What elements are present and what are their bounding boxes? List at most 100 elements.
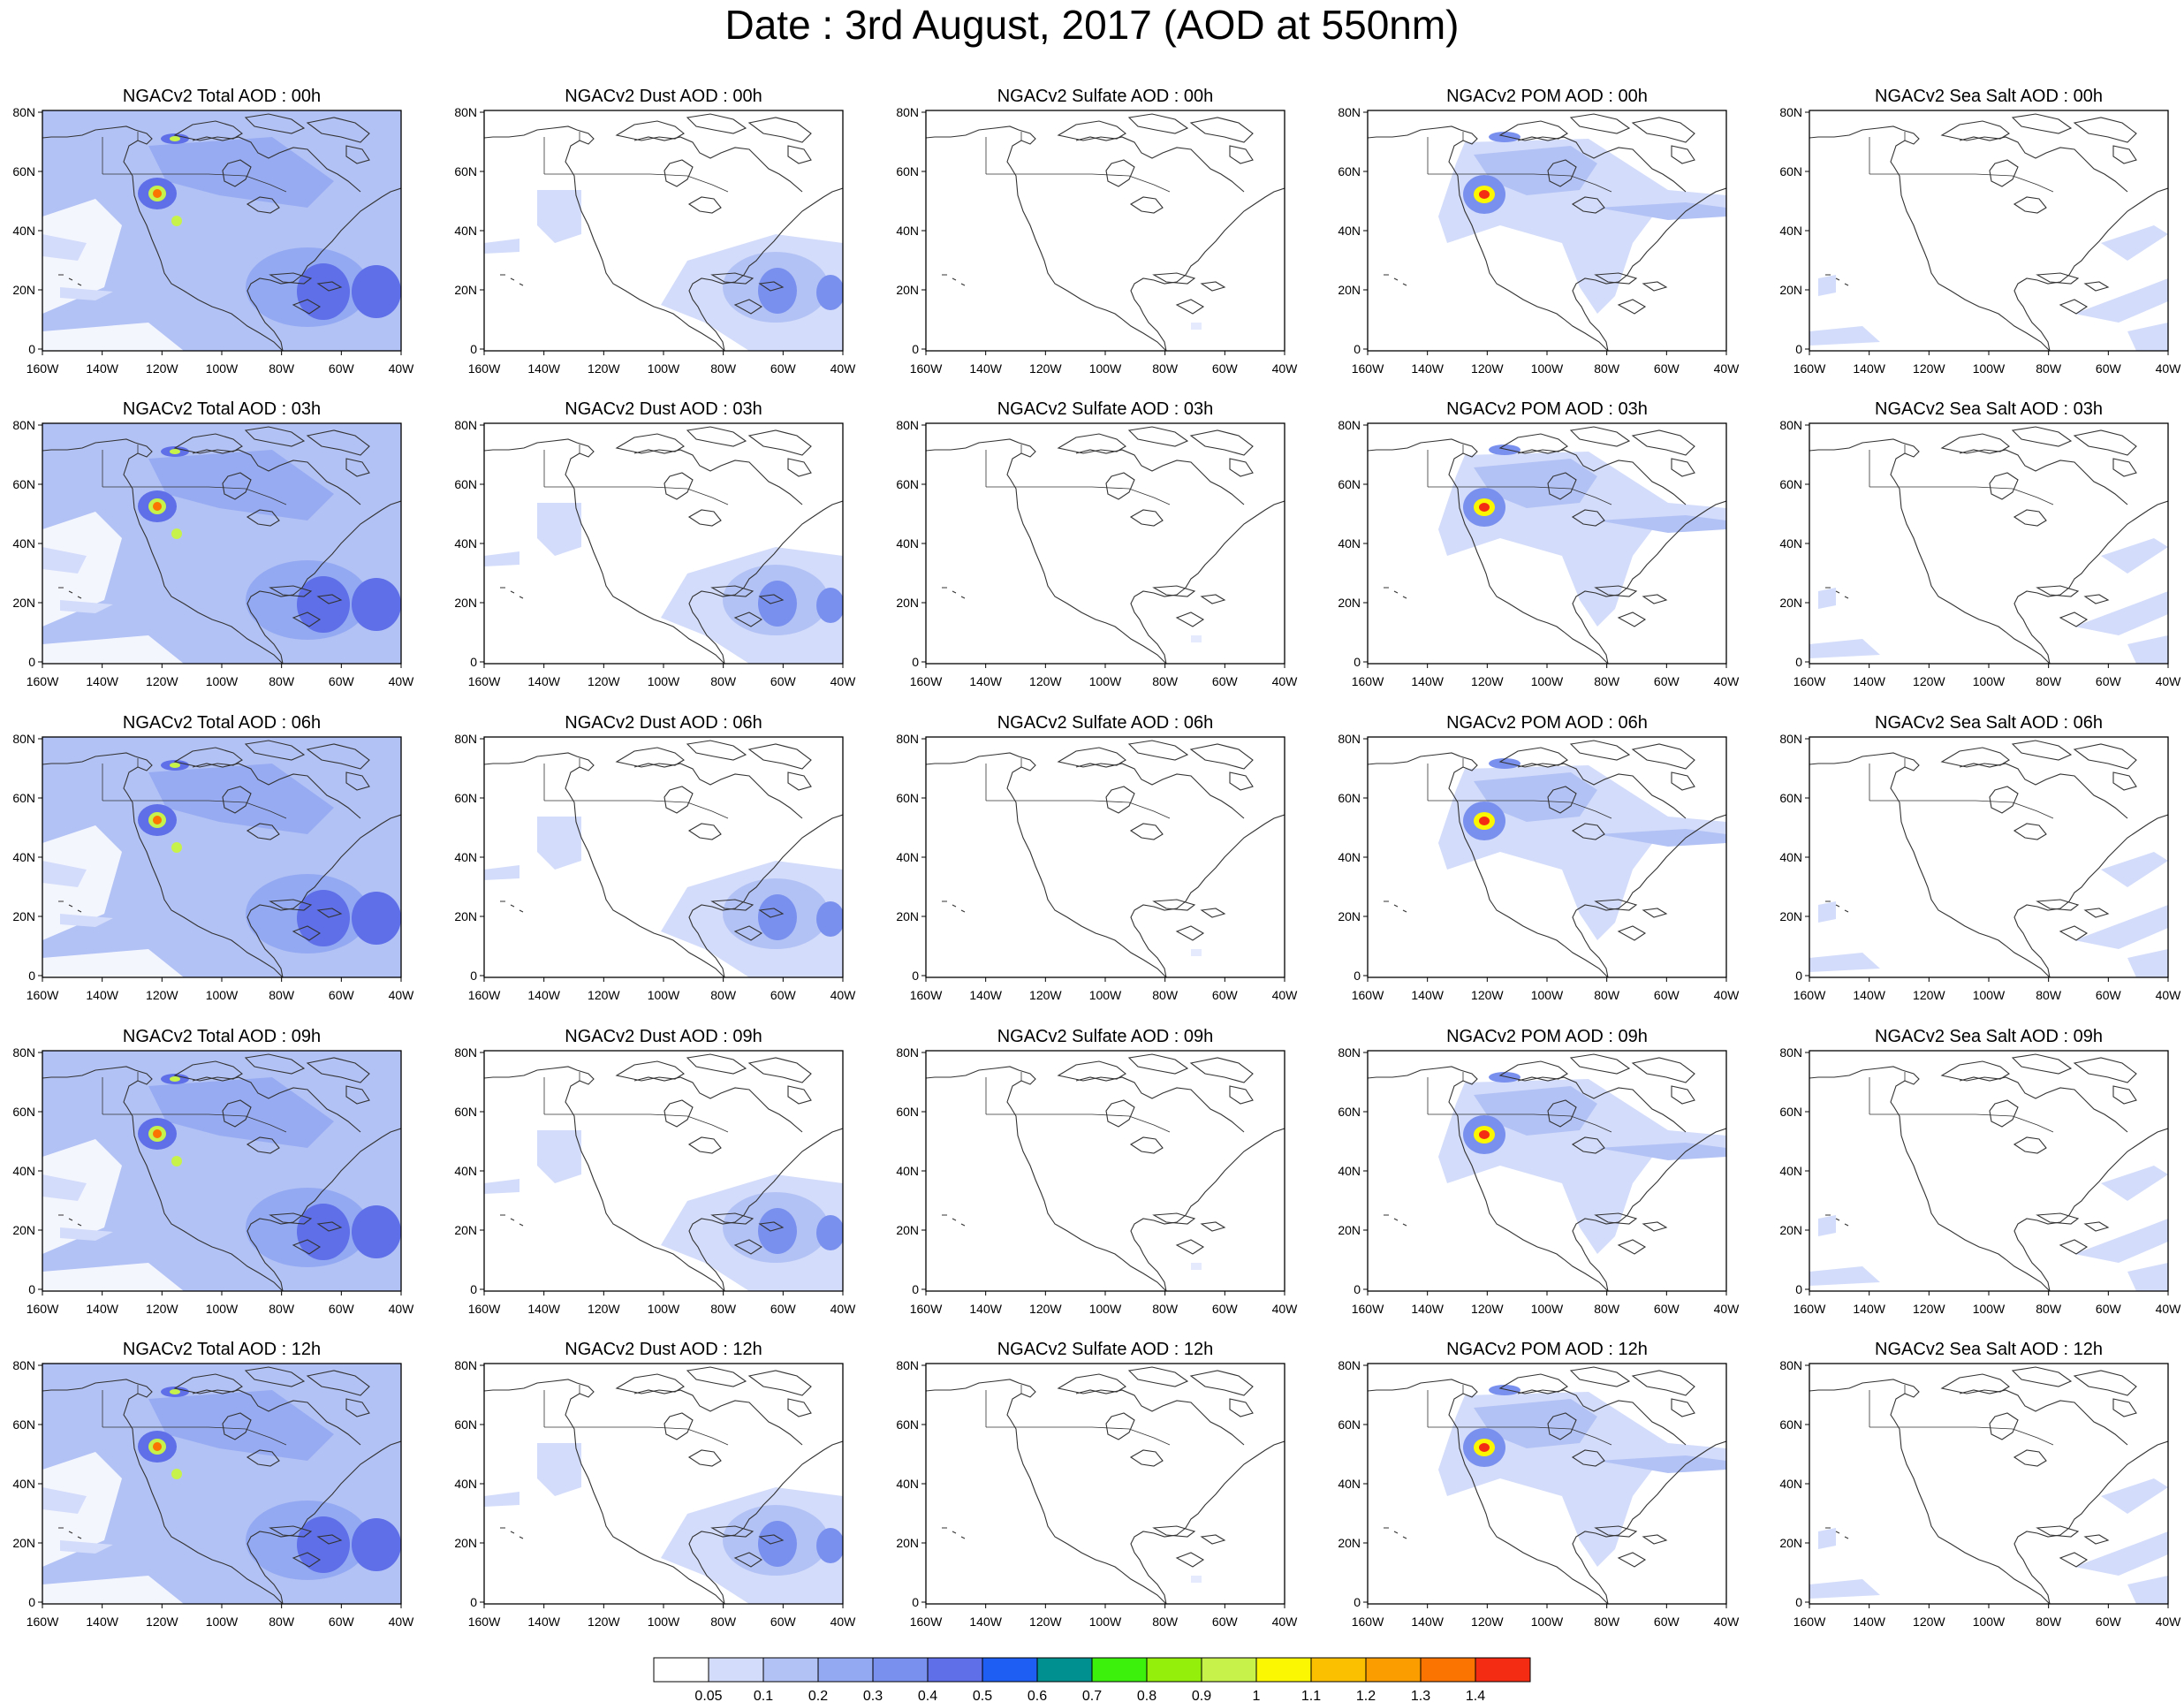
x-tick-label: 120W <box>1913 1615 1945 1629</box>
map-panel: NGACv2 Sulfate AOD : 09h 80N 60N 40N 20N 0 160… <box>896 1027 1298 1316</box>
colorbar-swatch <box>1201 1657 1257 1683</box>
x-tick-label: 140W <box>1853 361 1885 376</box>
x-tick-label: 140W <box>86 674 118 688</box>
x-tick-label: 80W <box>2036 361 2062 376</box>
y-tick-label: 0 <box>28 1595 35 1609</box>
panel-title: NGACv2 Total AOD : 03h <box>123 399 321 419</box>
x-tick-label: 60W <box>329 1615 355 1629</box>
x-tick-label: 120W <box>146 674 178 688</box>
x-tick-label: 80W <box>269 988 295 1002</box>
x-tick-label: 60W <box>1212 361 1239 376</box>
y-tick-label: 40N <box>1779 536 1802 551</box>
map-panel: NGACv2 Dust AOD : 00h 80N 60N 40N 20N 0 160W 14… <box>454 87 856 376</box>
x-tick-label: 140W <box>527 988 560 1002</box>
x-tick-label: 160W <box>468 361 501 376</box>
x-tick-label: 40W <box>1714 361 1740 376</box>
x-tick-label: 80W <box>710 361 737 376</box>
x-tick-label: 60W <box>329 1302 355 1316</box>
panel-title: NGACv2 POM AOD : 12h <box>1446 1340 1648 1359</box>
x-tick-label: 100W <box>206 988 239 1002</box>
x-tick-label: 60W <box>2096 1302 2122 1316</box>
map-panel: NGACv2 Total AOD : 09h 80N 60N 40N 20N 0 160W 1… <box>12 1027 414 1316</box>
panel-title: NGACv2 Dust AOD : 06h <box>565 713 762 733</box>
y-tick-label: 0 <box>1795 342 1802 356</box>
x-tick-label: 40W <box>1714 988 1740 1002</box>
y-tick-label: 0 <box>1354 655 1361 669</box>
panel-title: NGACv2 POM AOD : 03h <box>1446 399 1648 419</box>
x-tick-label: 160W <box>468 1615 501 1629</box>
x-tick-label: 120W <box>588 361 620 376</box>
colorbar-swatch <box>982 1657 1038 1683</box>
x-tick-label: 40W <box>830 1615 857 1629</box>
y-tick-label: 20N <box>1779 1223 1802 1237</box>
y-tick-label: 80N <box>1338 1358 1361 1372</box>
panel-title: NGACv2 Sulfate AOD : 06h <box>997 713 1214 733</box>
y-tick-label: 20N <box>1779 283 1802 297</box>
x-tick-label: 60W <box>770 1302 797 1316</box>
x-tick-label: 120W <box>1471 1302 1504 1316</box>
aerosol-field <box>1809 740 2168 977</box>
y-tick-label: 80N <box>1779 105 1802 119</box>
x-tick-label: 60W <box>2096 988 2122 1002</box>
y-tick-label: 20N <box>454 283 477 297</box>
x-tick-label: 80W <box>1594 988 1620 1002</box>
map-panel: NGACv2 Sea Salt AOD : 09h 80N 60N 40N 20N 0 16… <box>1779 1027 2181 1316</box>
panel-title: NGACv2 Total AOD : 06h <box>123 713 321 733</box>
x-tick-label: 100W <box>206 674 239 688</box>
y-tick-label: 60N <box>896 477 919 491</box>
y-tick-label: 20N <box>454 909 477 923</box>
y-tick-label: 40N <box>896 850 919 864</box>
y-tick-label: 80N <box>454 418 477 432</box>
y-tick-label: 80N <box>1338 105 1361 119</box>
x-tick-label: 160W <box>910 1615 943 1629</box>
colorbar-label: 0.3 <box>863 1689 883 1702</box>
x-tick-label: 120W <box>1913 674 1945 688</box>
x-tick-label: 80W <box>1594 361 1620 376</box>
aerosol-field <box>1809 1366 2168 1604</box>
y-tick-label: 0 <box>1354 1282 1361 1296</box>
y-tick-label: 20N <box>12 1536 35 1550</box>
y-tick-label: 40N <box>454 536 477 551</box>
panel-title: NGACv2 Sulfate AOD : 00h <box>997 87 1214 106</box>
y-tick-label: 60N <box>1779 477 1802 491</box>
x-tick-label: 60W <box>1212 988 1239 1002</box>
y-tick-label: 80N <box>896 1358 919 1372</box>
x-tick-label: 160W <box>910 1302 943 1316</box>
y-tick-label: 0 <box>470 1282 477 1296</box>
x-tick-label: 140W <box>86 988 118 1002</box>
y-tick-label: 40N <box>1338 536 1361 551</box>
y-tick-label: 20N <box>1338 283 1361 297</box>
x-tick-label: 120W <box>1029 1615 1062 1629</box>
x-tick-label: 80W <box>710 674 737 688</box>
colorbar-swatch <box>653 1657 709 1683</box>
x-tick-label: 40W <box>389 1615 415 1629</box>
panel-title: NGACv2 Dust AOD : 09h <box>565 1027 762 1046</box>
x-tick-label: 40W <box>1272 1615 1299 1629</box>
map-panel: NGACv2 Total AOD : 00h 80N 60N 40N 20N 0 160W 1… <box>12 87 414 376</box>
y-tick-label: 0 <box>912 969 919 983</box>
y-tick-label: 20N <box>1338 909 1361 923</box>
y-tick-label: 60N <box>454 791 477 805</box>
map-panel: NGACv2 POM AOD : 09h 80N 60N 40N 20N 0 160W 140… <box>1338 1027 1740 1316</box>
colorbar-label: 0.1 <box>754 1689 773 1702</box>
y-tick-label: 20N <box>896 283 919 297</box>
x-tick-label: 140W <box>86 361 118 376</box>
x-tick-label: 80W <box>2036 1615 2062 1629</box>
x-tick-label: 40W <box>2156 674 2182 688</box>
aerosol-field <box>1809 113 2168 351</box>
x-tick-label: 40W <box>1714 674 1740 688</box>
y-tick-label: 40N <box>12 850 35 864</box>
y-tick-label: 0 <box>470 342 477 356</box>
y-tick-label: 60N <box>1338 164 1361 179</box>
panel-title: NGACv2 Sulfate AOD : 12h <box>997 1340 1214 1359</box>
aerosol-field <box>42 423 401 664</box>
aerosol-field <box>1809 1053 2168 1291</box>
colorbar-label: 1.1 <box>1301 1689 1321 1702</box>
map-panel: NGACv2 Sulfate AOD : 00h 80N 60N 40N 20N 0 160… <box>896 87 1298 376</box>
x-tick-label: 80W <box>1594 674 1620 688</box>
map-panel: NGACv2 POM AOD : 12h 80N 60N 40N 20N 0 160W 140… <box>1338 1340 1740 1629</box>
y-tick-label: 60N <box>454 477 477 491</box>
x-tick-label: 140W <box>527 674 560 688</box>
panel-title: NGACv2 Total AOD : 09h <box>123 1027 321 1046</box>
aerosol-field <box>926 1053 1285 1291</box>
